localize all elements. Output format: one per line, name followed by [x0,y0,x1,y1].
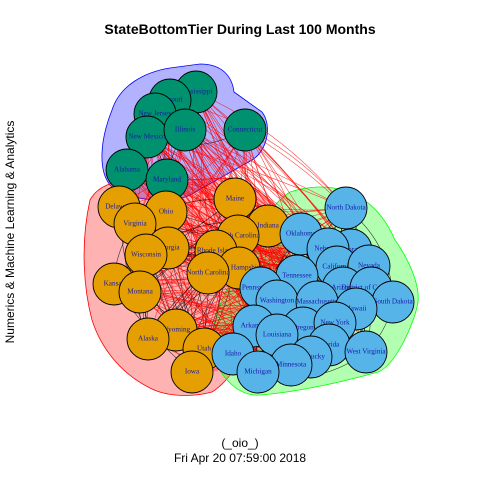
subtitle-line-1: (_oio_) [221,436,259,450]
node-label: Michigan [244,368,272,376]
node-alaska: Alaska [126,317,170,361]
node-circle [236,350,280,394]
node-label: California [322,263,352,271]
node-label: Colorado [338,246,365,254]
node-illinois: Illinois [163,108,207,152]
node-michigan: Michigan [236,350,280,394]
node-label: Oregon [292,324,314,332]
node-circle [163,108,207,152]
node-label: Connecticut [228,126,263,134]
node-south-dakota: South Dakota [371,280,415,324]
node-label: South Carolina [216,232,260,240]
node-label: New York [320,319,350,327]
node-label: Minnesota [276,361,307,369]
node-label: Idaho [225,350,242,358]
node-north-dakota: North Dakota [324,186,368,230]
node-label: Hawaii [346,305,367,313]
chart-title: StateBottomTier During Last 100 Months [104,21,376,37]
node-label: Delaware [105,203,133,211]
edge [195,91,347,209]
node-label: North Dakota [326,204,366,212]
node-label: New Jersey [138,110,172,118]
node-label: Alaska [138,335,159,343]
node-label: Washington [260,297,295,305]
node-label: Oklahoma [286,230,317,238]
node-label: Alabama [114,166,141,174]
node-wisconsin: Wisconsin [124,233,168,277]
node-label: Tennessee [282,272,311,280]
node-circle [118,270,162,314]
node-label: Ohio [159,208,174,216]
node-montana: Montana [118,270,162,314]
node-maryland: Maryland [145,158,189,202]
node-label: Iowa [185,368,200,376]
node-north-carolina: North Carolina [186,251,230,295]
node-label: Arizona [331,284,355,292]
node-label: Kentucky [297,353,325,361]
node-label: Maryland [153,176,181,184]
node-label: Maine [226,195,244,203]
node-label: Florida [319,341,341,349]
node-label: New Hampshire [216,264,263,272]
node-west-virginia: West Virginia [344,330,388,374]
node-circle [344,330,388,374]
node-circle [170,350,214,394]
subtitle-date: Fri Apr 20 07:59:00 2018 [173,451,307,465]
node-circle [223,108,267,152]
node-label: West Virginia [346,348,386,356]
node-label: Wyoming [162,326,191,334]
node-alabama: Alabama [105,148,149,192]
node-label: Louisiana [263,331,292,339]
node-label: Virginia [123,220,147,228]
node-circle [324,186,368,230]
node-label: New Mexico [128,133,166,141]
node-label: Montana [127,288,153,296]
node-label: Nevada [358,262,381,270]
node-label: Kansas [104,280,125,288]
node-label: Utah [197,345,211,353]
node-label: Rhode Island [197,247,236,255]
node-label: Massachusetts [296,298,338,306]
node-label: South Dakota [373,298,413,306]
node-label: North Carolina [186,269,230,277]
node-label: District of Columbia [341,284,401,292]
node-label: Illinois [175,126,196,134]
node-circle [126,317,170,361]
node-circle [186,251,230,295]
node-iowa: Iowa [170,350,214,394]
node-label: Mississippi [180,88,213,96]
node-connecticut: Connecticut [223,108,267,152]
node-label: Arkansas [241,322,268,330]
node-label: Georgia [156,244,180,252]
node-label: Wisconsin [131,251,161,259]
node-maine: Maine [213,177,257,221]
node-label: Indiana [257,222,279,230]
